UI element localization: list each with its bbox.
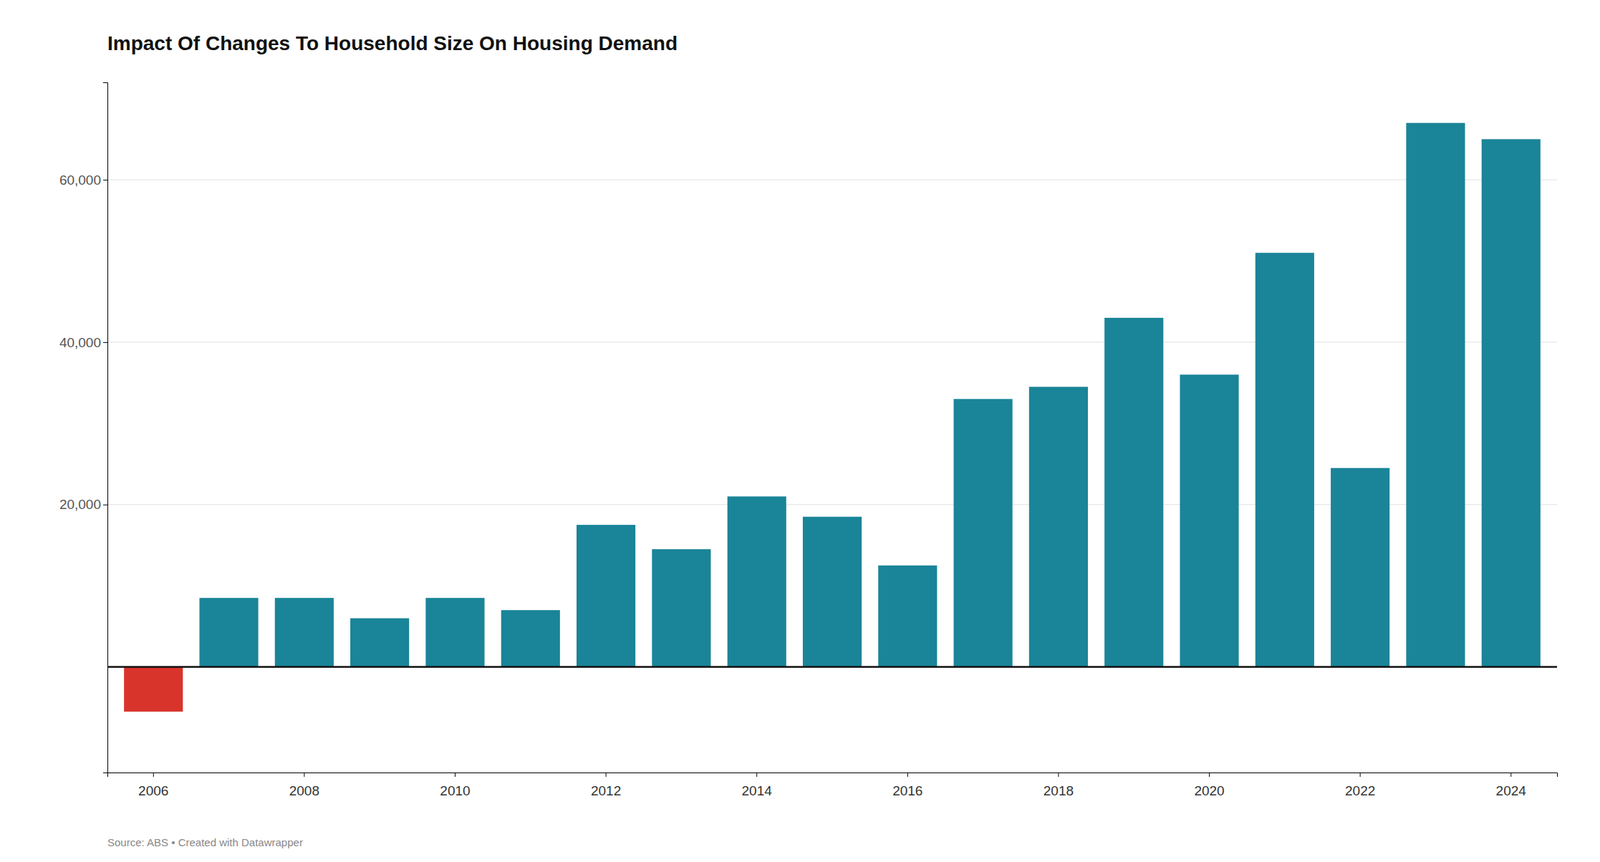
y-axis: 20,000 40,000 60,000: [59, 83, 109, 774]
x-tick: 2016: [892, 772, 923, 799]
x-tick: 2006: [138, 772, 169, 799]
x-tick-mark: [303, 772, 305, 778]
bar: [878, 565, 937, 668]
bar: [425, 598, 485, 667]
x-tick-label: 2020: [1193, 783, 1224, 799]
x-tick-mark: [153, 772, 154, 778]
x-tick: 2018: [1043, 772, 1074, 799]
x-tick-mark: [1510, 772, 1512, 778]
x-axis-line: [108, 773, 1558, 778]
bar: [123, 667, 183, 712]
bar: [1405, 123, 1465, 668]
bar: [199, 598, 258, 667]
x-tick-label: 2008: [289, 783, 320, 799]
x-tick-mark: [1360, 772, 1361, 778]
baseline: [107, 666, 1558, 669]
x-tick: 2008: [289, 772, 320, 799]
x-tick-label: 2010: [439, 783, 470, 799]
bar: [350, 618, 409, 668]
x-tick-label: 2006: [138, 783, 169, 799]
title: Impact Of Changes To Household Size On H…: [107, 32, 678, 55]
x-tick: 2012: [590, 772, 621, 799]
x-tick-label: 2016: [892, 783, 923, 799]
y-tick-label: 20,000: [59, 497, 101, 513]
x-tick-mark: [907, 772, 909, 778]
y-axis-line: [103, 83, 109, 774]
x-tick-label: 2024: [1496, 783, 1527, 799]
bar: [1179, 374, 1239, 667]
x-tick: 2010: [439, 772, 470, 799]
bar: [1104, 317, 1164, 668]
x-tick: 2014: [741, 772, 773, 799]
y-tick: 20,000: [59, 497, 108, 513]
plot-area: 20,00040,00060,0002006200820102012201420…: [59, 83, 1558, 799]
bar: [1481, 138, 1541, 667]
y-tick-label: 60,000: [59, 172, 101, 188]
x-tick-mark: [1057, 772, 1059, 778]
x-tick-mark: [454, 772, 456, 778]
chart-svg: 20,00040,00060,0002006200820102012201420…: [0, 0, 1600, 862]
x-tick-mark: [1208, 772, 1210, 778]
x-tick-label: 2022: [1345, 783, 1376, 799]
bar: [802, 517, 862, 668]
y-tick-mark: [103, 504, 108, 506]
bars: [107, 123, 1558, 712]
bar: [275, 598, 334, 667]
bar: [576, 524, 636, 667]
grid-line: [107, 179, 1558, 181]
x-tick-label: 2014: [741, 783, 773, 799]
bar: [1330, 468, 1390, 668]
bar: [501, 610, 561, 667]
bar: [953, 398, 1013, 667]
x-tick: 2022: [1345, 772, 1376, 799]
x-tick-mark: [756, 772, 758, 778]
grid: [107, 179, 1558, 505]
x-tick: 2020: [1193, 772, 1224, 799]
grid-line: [107, 341, 1558, 343]
y-tick-label: 40,000: [59, 334, 101, 350]
y-tick: 40,000: [59, 334, 108, 350]
x-tick: 2024: [1496, 772, 1527, 799]
bar: [1255, 252, 1315, 667]
x-tick-mark: [605, 772, 607, 778]
bar: [651, 549, 711, 667]
bar: [727, 496, 787, 667]
x-tick-label: 2018: [1043, 783, 1074, 799]
bar: [1029, 386, 1088, 667]
source: Source: ABS • Created with Datawrapper: [107, 836, 303, 849]
y-tick-mark: [103, 179, 108, 181]
x-tick-label: 2012: [590, 783, 621, 799]
y-tick-mark: [103, 342, 108, 344]
y-tick: 60,000: [59, 172, 108, 188]
x-axis: 2006 2008 2010 2012 2014 2016 2018 2020 2022 2024: [108, 772, 1558, 799]
